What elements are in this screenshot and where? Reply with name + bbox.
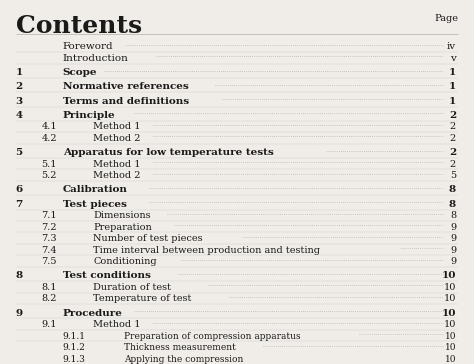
Text: Principle: Principle <box>63 111 115 120</box>
Text: 10: 10 <box>445 355 456 364</box>
Text: 7: 7 <box>16 200 23 209</box>
Text: 4.1: 4.1 <box>41 123 57 131</box>
Text: Preparation of compression apparatus: Preparation of compression apparatus <box>124 332 301 341</box>
Text: 7.1: 7.1 <box>41 211 57 220</box>
Text: iv: iv <box>447 43 456 51</box>
Text: 10: 10 <box>442 309 456 318</box>
Text: 5.2: 5.2 <box>41 171 57 180</box>
Text: 1: 1 <box>16 68 23 77</box>
Text: 1: 1 <box>449 68 456 77</box>
Text: 10: 10 <box>444 294 456 304</box>
Text: 10: 10 <box>444 320 456 329</box>
Text: Method 1: Method 1 <box>93 123 141 131</box>
Text: Duration of test: Duration of test <box>93 283 171 292</box>
Text: 3: 3 <box>16 97 23 106</box>
Text: 8: 8 <box>450 211 456 220</box>
Text: 8.2: 8.2 <box>41 294 57 304</box>
Text: Apparatus for low temperature tests: Apparatus for low temperature tests <box>63 148 273 157</box>
Text: 4: 4 <box>16 111 23 120</box>
Text: 4.2: 4.2 <box>41 134 57 143</box>
Text: 2: 2 <box>16 83 23 91</box>
Text: 5.1: 5.1 <box>41 160 57 169</box>
Text: 9: 9 <box>16 309 23 318</box>
Text: 10: 10 <box>442 272 456 280</box>
Text: Terms and definitions: Terms and definitions <box>63 97 189 106</box>
Text: Calibration: Calibration <box>63 186 128 194</box>
Text: 9: 9 <box>450 257 456 266</box>
Text: 2: 2 <box>449 111 456 120</box>
Text: 10: 10 <box>445 332 456 341</box>
Text: 9: 9 <box>450 223 456 232</box>
Text: 9.1.1: 9.1.1 <box>63 332 86 341</box>
Text: 8: 8 <box>16 272 23 280</box>
Text: Test conditions: Test conditions <box>63 272 151 280</box>
Text: 5: 5 <box>16 148 23 157</box>
Text: Method 1: Method 1 <box>93 160 141 169</box>
Text: Foreword: Foreword <box>63 43 113 51</box>
Text: Introduction: Introduction <box>63 54 128 63</box>
Text: 10: 10 <box>445 343 456 352</box>
Text: Thickness measurement: Thickness measurement <box>124 343 236 352</box>
Text: 2: 2 <box>450 123 456 131</box>
Text: v: v <box>450 54 456 63</box>
Text: Time interval between production and testing: Time interval between production and tes… <box>93 246 320 255</box>
Text: 8: 8 <box>449 200 456 209</box>
Text: 2: 2 <box>450 134 456 143</box>
Text: 7.2: 7.2 <box>41 223 57 232</box>
Text: 5: 5 <box>450 171 456 180</box>
Text: Conditioning: Conditioning <box>93 257 157 266</box>
Text: Procedure: Procedure <box>63 309 122 318</box>
Text: Dimensions: Dimensions <box>93 211 151 220</box>
Text: Page: Page <box>435 13 458 23</box>
Text: 1: 1 <box>449 97 456 106</box>
Text: Method 2: Method 2 <box>93 171 141 180</box>
Text: 8.1: 8.1 <box>41 283 57 292</box>
Text: 7.4: 7.4 <box>41 246 57 255</box>
Text: Contents: Contents <box>16 13 142 37</box>
Text: 2: 2 <box>450 160 456 169</box>
Text: Method 1: Method 1 <box>93 320 141 329</box>
Text: Scope: Scope <box>63 68 97 77</box>
Text: 8: 8 <box>449 186 456 194</box>
Text: 9: 9 <box>450 234 456 243</box>
Text: 9.1.3: 9.1.3 <box>63 355 85 364</box>
Text: 10: 10 <box>444 283 456 292</box>
Text: 9.1: 9.1 <box>41 320 57 329</box>
Text: 6: 6 <box>16 186 23 194</box>
Text: 2: 2 <box>449 148 456 157</box>
Text: Temperature of test: Temperature of test <box>93 294 191 304</box>
Text: 9: 9 <box>450 246 456 255</box>
Text: 9.1.2: 9.1.2 <box>63 343 85 352</box>
Text: Preparation: Preparation <box>93 223 152 232</box>
Text: Applying the compression: Applying the compression <box>124 355 243 364</box>
Text: 1: 1 <box>449 83 456 91</box>
Text: Method 2: Method 2 <box>93 134 141 143</box>
Text: 7.3: 7.3 <box>41 234 57 243</box>
Text: Number of test pieces: Number of test pieces <box>93 234 203 243</box>
Text: 7.5: 7.5 <box>41 257 57 266</box>
Text: Test pieces: Test pieces <box>63 200 127 209</box>
Text: Normative references: Normative references <box>63 83 188 91</box>
